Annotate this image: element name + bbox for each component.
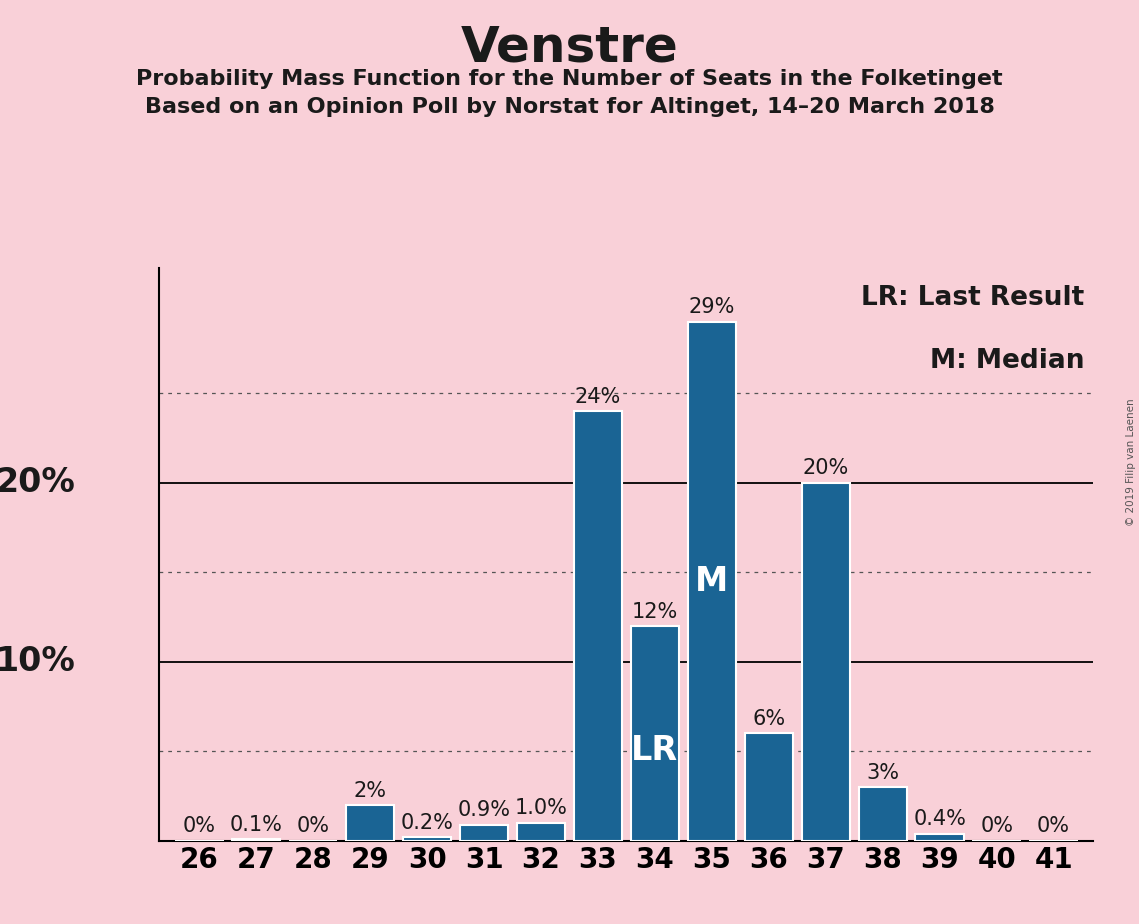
- Text: 6%: 6%: [752, 709, 786, 729]
- Text: 0.4%: 0.4%: [913, 809, 966, 829]
- Text: M: M: [695, 565, 729, 598]
- Text: LR: LR: [631, 734, 679, 767]
- Text: Venstre: Venstre: [460, 23, 679, 71]
- Text: Based on an Opinion Poll by Norstat for Altinget, 14–20 March 2018: Based on an Opinion Poll by Norstat for …: [145, 97, 994, 117]
- Bar: [859, 787, 907, 841]
- Bar: [631, 626, 679, 841]
- Text: 0%: 0%: [183, 817, 215, 836]
- Text: 0%: 0%: [981, 817, 1013, 836]
- Text: Probability Mass Function for the Number of Seats in the Folketinget: Probability Mass Function for the Number…: [137, 69, 1002, 90]
- Text: 0%: 0%: [1038, 817, 1070, 836]
- Text: 1.0%: 1.0%: [515, 798, 567, 819]
- Bar: [460, 825, 508, 841]
- Text: 0.1%: 0.1%: [230, 815, 282, 834]
- Bar: [232, 839, 280, 841]
- Text: 3%: 3%: [867, 762, 899, 783]
- Text: 2%: 2%: [354, 781, 386, 800]
- Bar: [916, 833, 964, 841]
- Text: 20%: 20%: [0, 467, 75, 499]
- Text: 12%: 12%: [632, 602, 678, 622]
- Text: © 2019 Filip van Laenen: © 2019 Filip van Laenen: [1126, 398, 1136, 526]
- Text: 10%: 10%: [0, 645, 75, 678]
- Text: 24%: 24%: [575, 387, 621, 407]
- Text: M: Median: M: Median: [929, 348, 1084, 374]
- Text: 20%: 20%: [803, 458, 849, 479]
- Text: 0.2%: 0.2%: [401, 813, 453, 833]
- Bar: [802, 482, 850, 841]
- Bar: [745, 734, 793, 841]
- Text: LR: Last Result: LR: Last Result: [861, 286, 1084, 311]
- Bar: [403, 837, 451, 841]
- Text: 29%: 29%: [689, 298, 735, 317]
- Text: 0.9%: 0.9%: [458, 800, 510, 821]
- Bar: [346, 805, 394, 841]
- Bar: [574, 411, 622, 841]
- Bar: [517, 823, 565, 841]
- Text: 0%: 0%: [297, 817, 329, 836]
- Bar: [688, 322, 736, 841]
